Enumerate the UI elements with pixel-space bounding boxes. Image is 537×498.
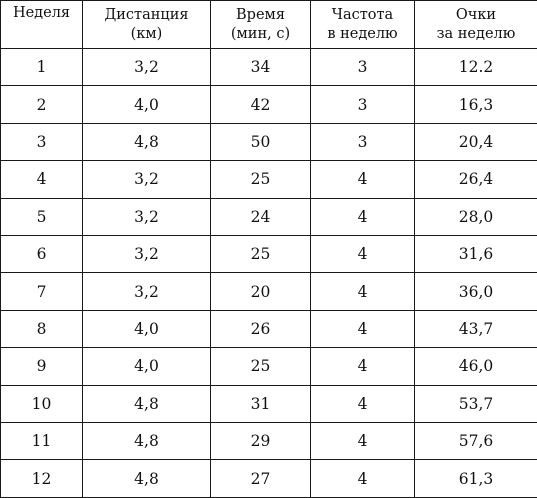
cell-points: 28,0 [414, 197, 537, 237]
header-distance-line2: (км) [130, 25, 163, 42]
cell-points: 16,3 [414, 85, 537, 124]
cell-points: 31,6 [414, 235, 537, 274]
cell-time: 25 [210, 160, 311, 199]
table-row: 10 4,8 31 4 53,7 [0, 384, 537, 424]
cell-time: 27 [210, 459, 311, 498]
cell-frequency: 4 [310, 422, 415, 461]
cell-points: 61,3 [414, 459, 537, 498]
cell-week: 2 [0, 85, 83, 124]
cell-distance: 4,0 [82, 309, 211, 349]
cell-points: 43,7 [414, 309, 537, 349]
table-row: 1 3,2 34 3 12.2 [0, 47, 537, 87]
cell-time: 25 [210, 235, 311, 274]
cell-distance: 4,8 [82, 122, 211, 162]
header-time-line2: (мин, с) [230, 25, 291, 42]
header-time: Время (мин, с) [210, 0, 311, 49]
cell-distance: 4,0 [82, 347, 211, 386]
cell-time: 29 [210, 422, 311, 461]
header-frequency: Частота в неделю [310, 0, 415, 49]
cell-points: 57,6 [414, 422, 537, 461]
cell-points: 12.2 [414, 47, 537, 87]
header-distance: Дистанция (км) [82, 0, 211, 49]
cell-frequency: 3 [310, 122, 415, 162]
cell-distance: 3,2 [82, 47, 211, 87]
cell-frequency: 4 [310, 235, 415, 274]
table-row: 4 3,2 25 4 26,4 [0, 160, 537, 199]
cell-points: 46,0 [414, 347, 537, 386]
cell-time: 20 [210, 272, 311, 311]
table-row: 5 3,2 24 4 28,0 [0, 197, 537, 237]
header-points-line1: Очки [455, 6, 497, 23]
cell-time: 34 [210, 47, 311, 87]
cell-points: 53,7 [414, 384, 537, 424]
cell-week: 9 [0, 347, 83, 386]
cell-week: 6 [0, 235, 83, 274]
cell-time: 26 [210, 309, 311, 349]
header-time-line1: Время [236, 6, 285, 23]
cell-frequency: 4 [310, 197, 415, 237]
cell-frequency: 4 [310, 309, 415, 349]
cell-frequency: 4 [310, 272, 415, 311]
header-row: Неделя Дистанция (км) Время (мин, с) Час… [0, 0, 537, 49]
cell-points: 36,0 [414, 272, 537, 311]
cell-week: 10 [0, 384, 83, 424]
cell-week: 4 [0, 160, 83, 199]
table-row: 3 4,8 50 3 20,4 [0, 122, 537, 162]
cell-time: 42 [210, 85, 311, 124]
table-row: 11 4,8 29 4 57,6 [0, 422, 537, 461]
table-row: 8 4,0 26 4 43,7 [0, 309, 537, 349]
cell-frequency: 4 [310, 160, 415, 199]
header-week-label: Неделя [12, 5, 71, 21]
cell-distance: 4,8 [82, 384, 211, 424]
cell-week: 11 [0, 422, 83, 461]
cell-distance: 4,0 [82, 85, 211, 124]
cell-distance: 3,2 [82, 197, 211, 237]
cell-frequency: 4 [310, 459, 415, 498]
header-frequency-line2: в неделю [327, 25, 398, 42]
cell-time: 31 [210, 384, 311, 424]
cell-distance: 4,8 [82, 422, 211, 461]
header-points-line2: за неделю [436, 25, 516, 42]
table-row: 6 3,2 25 4 31,6 [0, 235, 537, 274]
cell-week: 3 [0, 122, 83, 162]
cell-distance: 4,8 [82, 459, 211, 498]
cell-distance: 3,2 [82, 272, 211, 311]
cell-week: 1 [0, 47, 83, 87]
table-row: 12 4,8 27 4 61,3 [0, 459, 537, 498]
cell-distance: 3,2 [82, 235, 211, 274]
cell-frequency: 3 [310, 47, 415, 87]
cell-frequency: 4 [310, 347, 415, 386]
table-row: 7 3,2 20 4 36,0 [0, 272, 537, 311]
header-points: Очки за неделю [414, 0, 537, 49]
table-body: 1 3,2 34 3 12.2 2 4,0 42 3 16,3 3 4,8 50… [0, 47, 537, 498]
cell-week: 7 [0, 272, 83, 311]
table-row: 9 4,0 25 4 46,0 [0, 347, 537, 386]
cell-frequency: 3 [310, 85, 415, 124]
cell-frequency: 4 [310, 384, 415, 424]
header-week: Неделя [0, 0, 83, 49]
cell-week: 5 [0, 197, 83, 237]
header-distance-line1: Дистанция [104, 6, 189, 23]
table-row: 2 4,0 42 3 16,3 [0, 85, 537, 124]
cell-time: 50 [210, 122, 311, 162]
cell-week: 8 [0, 309, 83, 349]
cell-time: 25 [210, 347, 311, 386]
cell-time: 24 [210, 197, 311, 237]
cell-distance: 3,2 [82, 160, 211, 199]
cell-points: 26,4 [414, 160, 537, 199]
cell-week: 12 [0, 459, 83, 498]
header-frequency-line1: Частота [331, 6, 394, 23]
cell-points: 20,4 [414, 122, 537, 162]
